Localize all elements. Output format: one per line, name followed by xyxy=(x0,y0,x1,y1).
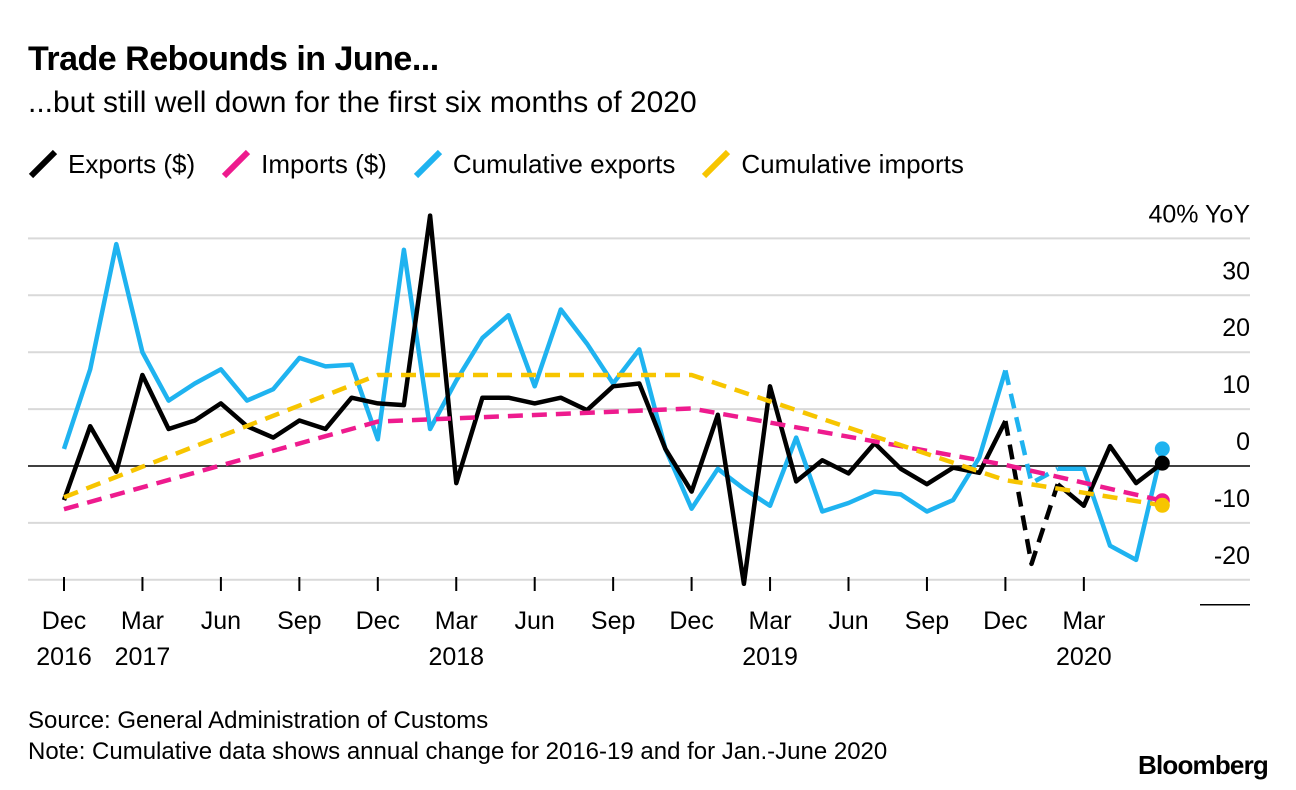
chart-title: Trade Rebounds in June... xyxy=(28,40,439,78)
x-tick-label: Mar xyxy=(121,607,164,635)
legend: Exports ($) Imports ($) Cumulative expor… xyxy=(28,146,990,182)
legend-swatch-cumulative-exports xyxy=(413,149,442,179)
x-tick-label: Jun xyxy=(201,607,241,635)
y-tick-label: -20 xyxy=(1214,542,1250,570)
x-tick-label: Sep xyxy=(905,607,949,635)
y-tick-label: 0 xyxy=(1236,428,1250,456)
series-line-cumulative-imports xyxy=(63,372,1163,508)
chart-subtitle: ...but still well down for the first six… xyxy=(28,86,697,119)
x-tick-label: Dec xyxy=(669,607,713,635)
y-tick-label: 20 xyxy=(1222,314,1250,342)
series-line-exports xyxy=(61,213,1008,587)
legend-swatch-exports xyxy=(28,149,58,179)
x-tick-year: 2020 xyxy=(1056,643,1112,671)
legend-label-imports: Imports ($) xyxy=(261,148,387,179)
legend-swatch-cumulative-imports xyxy=(702,149,731,179)
x-tick-label: Dec xyxy=(42,607,86,635)
legend-item-cumulative-imports: Cumulative imports xyxy=(701,149,964,180)
x-tick-label: Dec xyxy=(356,607,400,635)
x-tick-label: Jun xyxy=(515,607,555,635)
x-tick-label: Mar xyxy=(435,607,478,635)
series-line-imports xyxy=(63,406,1163,512)
legend-swatch-imports xyxy=(222,149,251,179)
series-line-end-cumulative-exports xyxy=(1057,448,1165,563)
legend-item-cumulative-exports: Cumulative exports xyxy=(413,148,676,180)
legend-item-imports: Imports ($) xyxy=(221,149,387,180)
x-tick-label: Dec xyxy=(983,607,1027,635)
legend-label-cumulative-imports: Cumulative imports xyxy=(741,148,964,179)
bloomberg-logo: Bloomberg xyxy=(1137,750,1269,780)
x-tick-year: 2018 xyxy=(428,643,484,671)
series-line-cumulative-exports xyxy=(61,241,1008,514)
x-tick-year: 2016 xyxy=(36,643,92,671)
footnote: Note: Cumulative data shows annual chang… xyxy=(28,738,888,765)
series-end-marker-cumulative-exports xyxy=(1154,441,1170,457)
y-tick-label: 30 xyxy=(1222,257,1250,285)
y-tick-label: -10 xyxy=(1214,485,1250,513)
x-tick-label: Sep xyxy=(277,607,321,635)
x-tick-label: Mar xyxy=(1062,607,1105,635)
y-tick-label: 40% YoY xyxy=(1149,200,1251,228)
series-end-marker-cumulative-imports xyxy=(1154,497,1170,513)
x-tick-label: Mar xyxy=(749,607,792,635)
legend-item-exports: Exports ($) xyxy=(28,149,195,180)
x-tick-label: Jun xyxy=(828,607,868,635)
x-tick-year: 2019 xyxy=(742,643,798,671)
legend-label-cumulative-exports: Cumulative exports xyxy=(452,148,676,179)
y-tick-label: 10 xyxy=(1222,371,1250,399)
source-note: Source: General Administration of Custom… xyxy=(28,707,489,734)
x-tick-label: Sep xyxy=(591,607,635,635)
x-tick-year: 2017 xyxy=(115,643,171,671)
legend-label-exports: Exports ($) xyxy=(68,148,196,179)
series-line-dashed-exports xyxy=(1003,420,1060,567)
series-line-end-exports xyxy=(1056,443,1164,509)
series-end-marker-exports xyxy=(1154,455,1170,471)
series-line-dashed-cumulative-exports xyxy=(1003,369,1059,486)
